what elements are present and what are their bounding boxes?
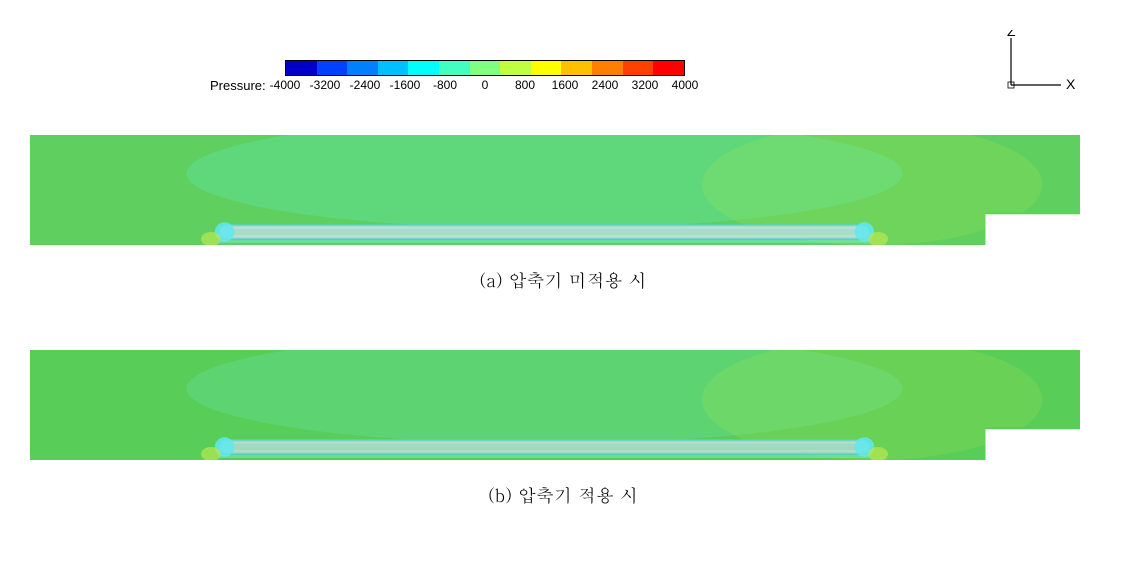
colorbar-segment — [623, 61, 654, 75]
colorbar-tick-label: 2400 — [592, 78, 619, 92]
contour-panel-a — [30, 135, 1080, 245]
colorbar-segment — [286, 61, 317, 75]
colorbar-tick-label: 3200 — [632, 78, 659, 92]
caption-b: (b) 압축기 적용 시 — [0, 483, 1126, 508]
underbody-band — [219, 455, 870, 458]
colorbar-segment — [592, 61, 623, 75]
axis-x-label: X — [1066, 76, 1076, 92]
colorbar-tick-label: 800 — [515, 78, 535, 92]
caption-a: (a) 압축기 미적용 시 — [0, 268, 1126, 293]
colorbar-segment — [347, 61, 378, 75]
colorbar-segment — [408, 61, 439, 75]
step-cutout — [986, 429, 1081, 460]
colorbar-tick-label: -1600 — [390, 78, 421, 92]
step-top — [986, 212, 1081, 214]
vehicle-body — [219, 440, 870, 454]
colorbar-tick-label: -2400 — [350, 78, 381, 92]
colorbar-gradient — [285, 60, 685, 76]
colorbar-segment — [561, 61, 592, 75]
axis-indicator: X Z — [996, 30, 1076, 100]
colorbar-segment — [653, 61, 684, 75]
colorbar-tick-label: 1600 — [552, 78, 579, 92]
colorbar-segment — [378, 61, 409, 75]
vehicle-body — [219, 225, 870, 239]
colorbar-segment — [317, 61, 348, 75]
colorbar-segment — [439, 61, 470, 75]
colorbar-label: Pressure: — [210, 78, 266, 93]
step-top — [986, 427, 1081, 429]
step-cutout — [986, 214, 1081, 245]
colorbar-tick-label: 0 — [482, 78, 489, 92]
contour-panel-b — [30, 350, 1080, 460]
colorbar-segment — [500, 61, 531, 75]
axis-z-label: Z — [1007, 30, 1016, 39]
colorbar-tick-label: -3200 — [310, 78, 341, 92]
colorbar-segment — [531, 61, 562, 75]
underbody-band — [219, 240, 870, 243]
colorbar-tick-label: -4000 — [270, 78, 301, 92]
colorbar-tick-label: 4000 — [672, 78, 699, 92]
colorbar-segment — [470, 61, 501, 75]
colorbar-tick-label: -800 — [433, 78, 457, 92]
